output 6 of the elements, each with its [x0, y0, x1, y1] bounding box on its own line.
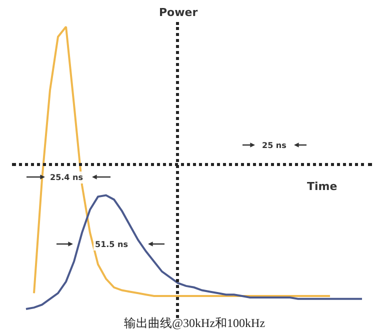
x-axis-title: Time — [307, 180, 338, 193]
y-axis-title: Power — [159, 6, 198, 19]
annotation: 25 ns — [262, 141, 287, 150]
annotation: 51.5 ns — [95, 240, 128, 249]
annotation: 25.4 ns — [50, 173, 84, 182]
text: 输出曲线@30kHz和100kHz — [124, 316, 266, 330]
